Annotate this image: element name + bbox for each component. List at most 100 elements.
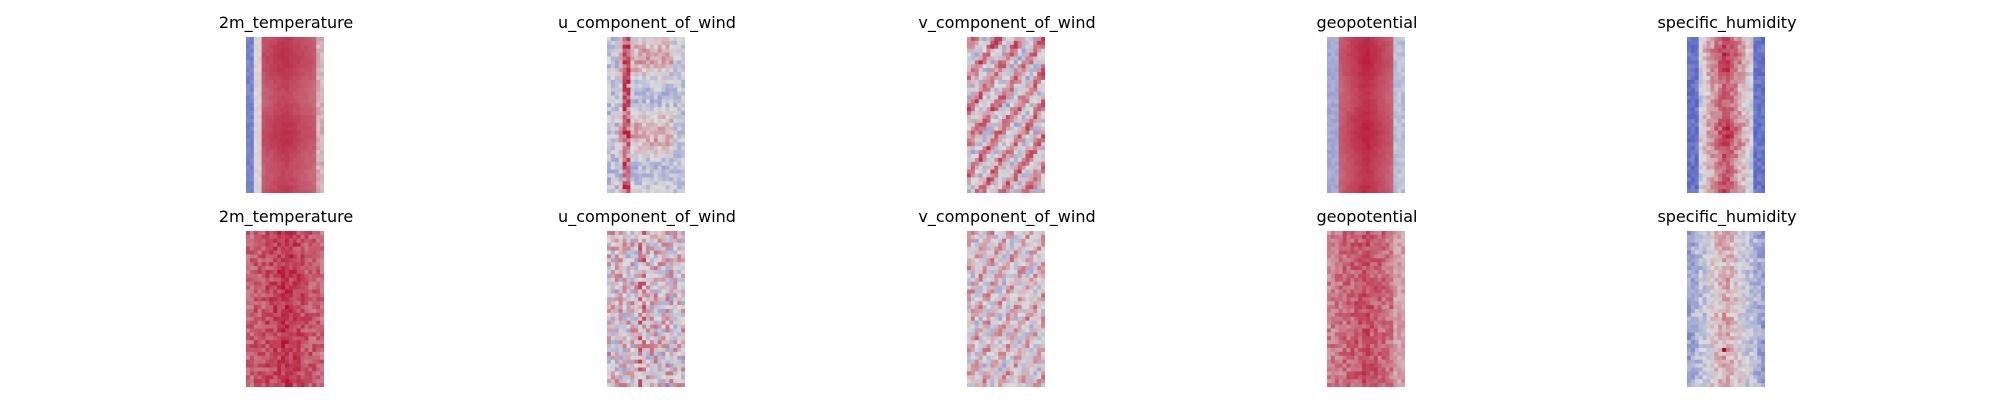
heatmap-cell bbox=[1017, 146, 1022, 151]
heatmap-cell bbox=[1009, 107, 1015, 112]
heatmap-cell bbox=[1718, 44, 1723, 50]
heatmap-cell bbox=[1393, 40, 1398, 46]
heatmap-cell bbox=[1002, 154, 1007, 159]
heatmap-cell bbox=[1761, 91, 1765, 96]
heatmap-cell bbox=[1702, 64, 1707, 69]
heatmap-cell bbox=[986, 56, 991, 61]
heatmap-cell bbox=[246, 281, 251, 286]
heatmap-cell bbox=[281, 130, 286, 135]
heatmap-cell bbox=[253, 64, 259, 69]
heatmap-cell bbox=[1350, 72, 1355, 77]
heatmap-cell bbox=[978, 134, 983, 139]
heatmap-cell bbox=[990, 181, 995, 186]
heatmap-cell bbox=[607, 134, 612, 139]
heatmap-cell bbox=[665, 181, 670, 186]
heatmap-cell bbox=[300, 44, 305, 50]
heatmap-cell bbox=[316, 371, 321, 376]
heatmap-cell bbox=[1722, 103, 1727, 108]
heatmap-cell bbox=[607, 87, 612, 92]
heatmap-cell bbox=[610, 254, 616, 259]
heatmap-cell bbox=[1726, 111, 1731, 116]
heatmap-cell bbox=[974, 134, 980, 139]
heatmap-cell bbox=[261, 281, 266, 286]
heatmap-cell bbox=[277, 79, 282, 85]
heatmap-cell bbox=[1037, 115, 1042, 120]
heatmap-cell bbox=[1749, 150, 1754, 155]
heatmap-cell bbox=[1706, 146, 1711, 151]
heatmap-cell bbox=[1401, 173, 1405, 178]
heatmap-cell bbox=[974, 118, 980, 124]
heatmap-cell bbox=[300, 169, 305, 174]
heatmap-cell bbox=[622, 254, 627, 259]
heatmap-cell bbox=[316, 242, 321, 247]
heatmap-cell bbox=[1334, 142, 1340, 147]
heatmap-cell bbox=[990, 130, 995, 135]
heatmap-cell bbox=[638, 146, 643, 151]
heatmap-cell bbox=[1690, 91, 1696, 96]
heatmap-cell bbox=[986, 37, 991, 42]
heatmap-cell bbox=[1401, 169, 1405, 174]
heatmap-cell bbox=[292, 289, 298, 294]
heatmap-cell bbox=[673, 107, 678, 112]
heatmap-cell bbox=[296, 242, 301, 247]
heatmap-cell bbox=[1029, 40, 1034, 46]
heatmap-cell bbox=[249, 250, 255, 255]
heatmap-cell bbox=[1401, 126, 1405, 131]
heatmap-cell bbox=[292, 324, 298, 329]
heatmap-cell bbox=[986, 60, 991, 65]
heatmap-cell bbox=[1377, 111, 1382, 116]
heatmap-cell bbox=[265, 320, 270, 325]
heatmap-cell bbox=[1342, 189, 1347, 193]
heatmap-cell bbox=[246, 126, 251, 131]
heatmap-cell bbox=[1334, 111, 1340, 116]
heatmap-cell bbox=[288, 312, 294, 318]
heatmap-cell bbox=[269, 250, 274, 255]
heatmap-cell bbox=[653, 181, 659, 186]
heatmap-cell bbox=[974, 103, 980, 108]
heatmap-cell bbox=[1726, 173, 1731, 178]
heatmap-cell bbox=[1761, 122, 1765, 128]
heatmap-cell bbox=[677, 258, 682, 263]
heatmap-cell bbox=[281, 231, 286, 236]
heatmap-cell bbox=[316, 359, 321, 364]
heatmap-cell bbox=[281, 234, 286, 240]
heatmap-cell bbox=[281, 359, 286, 364]
heatmap-cell bbox=[1029, 64, 1034, 69]
heatmap-cell bbox=[1757, 157, 1762, 163]
heatmap-cell bbox=[1334, 103, 1340, 108]
heatmap-cell bbox=[304, 273, 309, 279]
heatmap-cell bbox=[681, 189, 685, 193]
heatmap-cell bbox=[1702, 52, 1707, 57]
heatmap-cell bbox=[1397, 76, 1402, 81]
heatmap-cell bbox=[642, 72, 647, 77]
heatmap-cell bbox=[1366, 157, 1371, 163]
heatmap-cell bbox=[304, 95, 309, 100]
heatmap-cell bbox=[269, 103, 274, 108]
heatmap-cell bbox=[1381, 52, 1386, 57]
heatmap-cell bbox=[673, 246, 678, 251]
heatmap-cell bbox=[1006, 138, 1011, 143]
heatmap-cell bbox=[273, 348, 278, 353]
heatmap-cell bbox=[677, 115, 682, 120]
heatmap-cell bbox=[1757, 52, 1762, 57]
heatmap-cell bbox=[296, 246, 301, 251]
heatmap-cell bbox=[1041, 115, 1045, 120]
heatmap-cell bbox=[1037, 107, 1042, 112]
heatmap-cell bbox=[1338, 79, 1343, 85]
heatmap-cell bbox=[1729, 165, 1735, 170]
heatmap-cell bbox=[1393, 99, 1398, 104]
heatmap-cell bbox=[253, 99, 259, 104]
heatmap-cell bbox=[1358, 169, 1363, 174]
heatmap-cell bbox=[253, 242, 259, 247]
heatmap-cell bbox=[665, 146, 670, 151]
heatmap-cell bbox=[1687, 185, 1692, 190]
heatmap-cell bbox=[1354, 177, 1359, 182]
heatmap-cell bbox=[1021, 72, 1026, 77]
heatmap-cell bbox=[261, 68, 266, 73]
heatmap-cell bbox=[1741, 189, 1746, 193]
heatmap-cell bbox=[1369, 154, 1375, 159]
heatmap-cell bbox=[1710, 83, 1715, 89]
heatmap-cell bbox=[1021, 107, 1026, 112]
heatmap-cell bbox=[1346, 83, 1351, 89]
heatmap-cell bbox=[277, 297, 282, 302]
